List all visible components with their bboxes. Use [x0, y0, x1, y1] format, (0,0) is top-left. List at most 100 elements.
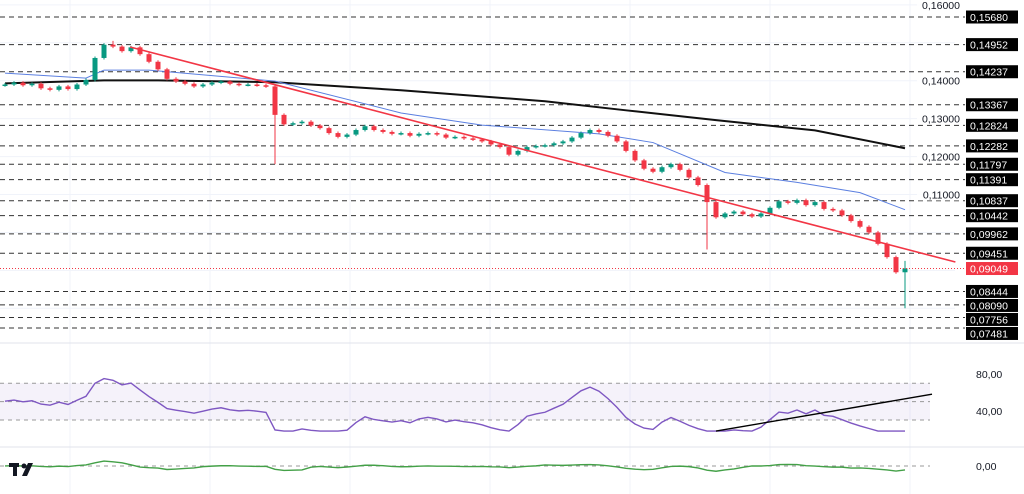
candle-body — [542, 145, 548, 147]
level-label-box — [966, 312, 1018, 326]
candle-body — [146, 54, 152, 62]
candle-body — [461, 136, 467, 139]
candle-body — [578, 133, 584, 138]
candle-body — [452, 136, 458, 139]
candle-body — [686, 169, 692, 178]
candle-body — [362, 126, 368, 131]
candle — [47, 86, 53, 92]
candle — [875, 230, 881, 246]
candle — [749, 212, 755, 219]
candle — [785, 199, 791, 205]
candle-body — [695, 177, 701, 186]
candle-body — [587, 130, 593, 134]
candle — [902, 260, 908, 309]
candle-body — [209, 82, 215, 85]
candle-body — [83, 79, 89, 85]
level-label: 0,14952 — [970, 40, 1008, 52]
candle — [578, 131, 584, 140]
candle-body — [173, 78, 179, 82]
candle — [290, 121, 296, 126]
candle-body — [371, 126, 377, 131]
level-label: 0,11797 — [970, 159, 1007, 171]
candle-body — [398, 133, 404, 135]
level-label: 0,15680 — [970, 12, 1008, 24]
price-axis-tick-bg — [917, 74, 962, 87]
candle-body — [866, 226, 872, 233]
candle — [551, 141, 557, 147]
candle-body — [407, 133, 413, 136]
candle — [659, 165, 665, 174]
candle-body — [596, 130, 602, 132]
candle-body — [524, 147, 530, 151]
candle-body — [155, 61, 161, 70]
candle — [65, 84, 71, 91]
level-label: 0,12282 — [970, 141, 1008, 153]
candle — [335, 131, 341, 139]
current-price-label-box — [966, 262, 1018, 276]
candle-body — [830, 208, 836, 211]
candle-body — [137, 47, 143, 55]
candle-body — [164, 69, 170, 79]
level-label: 0,08444 — [970, 286, 1008, 298]
candle-body — [785, 201, 791, 203]
candle — [668, 162, 674, 169]
candle — [560, 139, 566, 145]
candle-body — [353, 130, 359, 135]
price-axis-tick: 0,13000 — [922, 114, 960, 126]
candle-body — [875, 232, 881, 244]
candle — [191, 82, 197, 88]
candle — [605, 130, 611, 138]
candle-body — [344, 134, 350, 137]
level-label: 0,10837 — [970, 196, 1008, 208]
candle-body — [794, 200, 800, 203]
candle — [542, 143, 548, 148]
candle — [281, 113, 287, 126]
candle — [677, 162, 683, 172]
candle-body — [506, 147, 512, 155]
rsi-axis-tick: 80,00 — [976, 369, 1002, 381]
rsi-trendline — [715, 393, 933, 432]
candle — [839, 208, 845, 217]
candle-body — [335, 133, 341, 137]
candle-body — [821, 202, 827, 209]
candle — [452, 135, 458, 140]
level-label-box — [966, 284, 1018, 298]
candle — [101, 43, 107, 60]
candle — [425, 131, 431, 136]
level-label-box — [966, 139, 1018, 153]
candle-body — [488, 141, 494, 145]
level-label: 0,11391 — [970, 175, 1007, 187]
candle-body — [74, 84, 80, 90]
candle — [155, 60, 161, 71]
candle-body — [245, 84, 251, 87]
candle-body — [191, 83, 197, 87]
candle-body — [893, 257, 899, 273]
level-label-box — [966, 246, 1018, 260]
descending-trendline — [129, 46, 956, 263]
candle-body — [317, 125, 323, 129]
candle — [506, 145, 512, 157]
candle — [857, 219, 863, 229]
candle — [362, 124, 368, 132]
candle — [200, 82, 206, 88]
candle — [110, 40, 116, 49]
candle — [317, 123, 323, 130]
candle-body — [902, 268, 908, 273]
candle-body — [497, 144, 503, 148]
candle — [272, 84, 278, 165]
candle — [587, 128, 593, 135]
rsi-axis-tick: 40,00 — [976, 406, 1002, 418]
candle — [263, 83, 269, 88]
candle-body — [65, 86, 71, 90]
candle-body — [29, 83, 35, 86]
candle-body — [236, 83, 242, 86]
level-label: 0,09451 — [970, 248, 1008, 260]
candle — [821, 200, 827, 211]
level-label-box — [966, 326, 1018, 340]
candle-body — [47, 88, 53, 90]
candle-body — [290, 123, 296, 125]
candle — [866, 225, 872, 234]
level-label-box — [966, 65, 1018, 79]
candle — [533, 144, 539, 149]
